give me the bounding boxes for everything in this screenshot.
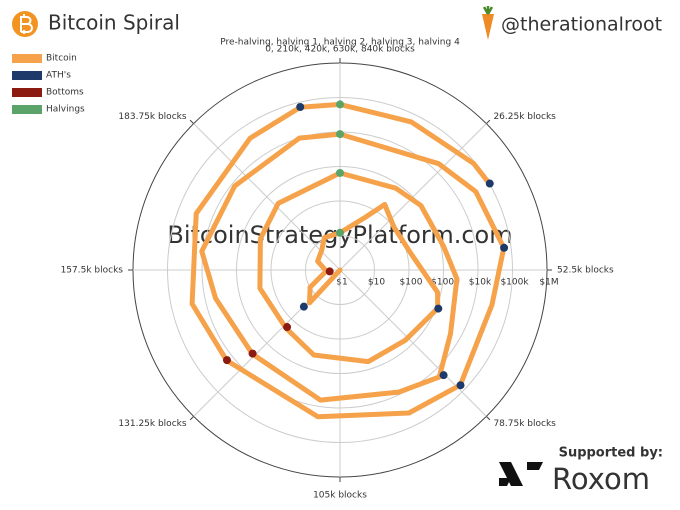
angle-tick-label: 131.25k blocks bbox=[118, 419, 186, 429]
r-tick-label: $1M bbox=[539, 278, 558, 288]
point bbox=[434, 304, 443, 313]
legend-swatch bbox=[12, 54, 42, 63]
r-tick-label: $100k bbox=[500, 278, 529, 288]
bitcoin-logo-mark bbox=[20, 14, 33, 34]
point bbox=[222, 356, 231, 365]
sponsor: Roxom bbox=[552, 462, 650, 496]
point bbox=[500, 243, 509, 252]
roxom-mark bbox=[499, 462, 543, 486]
angle-tick-label: 105k blocks bbox=[313, 491, 367, 501]
point bbox=[336, 228, 344, 237]
angle-tick-label: 0, 210k, 420k, 630k, 840k blocks bbox=[265, 45, 415, 55]
grid-spoke bbox=[339, 123, 487, 271]
r-tick-label: $1 bbox=[336, 278, 347, 288]
legend-label: Bitcoin bbox=[46, 54, 77, 64]
angle-tick-label: 78.75k blocks bbox=[493, 419, 556, 429]
r-tick-label: $10 bbox=[368, 278, 385, 288]
carrot-icon bbox=[482, 14, 494, 40]
point bbox=[283, 323, 292, 332]
point bbox=[299, 302, 308, 311]
legend-label: Bottoms bbox=[46, 88, 84, 98]
handle: @therationalroot bbox=[501, 14, 662, 36]
angle-tick bbox=[486, 416, 491, 421]
legend-label: Halvings bbox=[46, 105, 85, 115]
angle-tick bbox=[486, 119, 491, 124]
angle-tick bbox=[189, 416, 194, 421]
point bbox=[456, 381, 465, 390]
supported-by: Supported by: bbox=[559, 446, 663, 461]
point bbox=[248, 349, 257, 358]
angle-tick-label: 26.25k blocks bbox=[493, 112, 556, 122]
point bbox=[336, 130, 344, 139]
r-tick-label: $1000 bbox=[431, 278, 460, 288]
legend-swatch bbox=[12, 88, 42, 97]
legend-swatch bbox=[12, 105, 42, 114]
r-tick-label: $100 bbox=[400, 278, 423, 288]
grid-spoke bbox=[339, 269, 487, 417]
angle-tick bbox=[189, 119, 194, 124]
angle-title: Pre-halving, halving 1, halving 2, halvi… bbox=[220, 38, 460, 48]
legend-swatch bbox=[12, 71, 42, 80]
roxom-logo bbox=[499, 462, 543, 486]
angle-tick-label: 183.75k blocks bbox=[118, 112, 186, 122]
point bbox=[439, 371, 448, 380]
chart-title: Bitcoin Spiral bbox=[48, 11, 180, 35]
plot-area: $1 $10 $100 $1000 $10k $100k $1M 0, 210k, 420k,… bbox=[61, 38, 614, 501]
point bbox=[336, 168, 344, 177]
point bbox=[325, 267, 334, 276]
legend-label: ATH's bbox=[46, 71, 71, 81]
point bbox=[336, 100, 344, 109]
grid-spoke bbox=[193, 123, 341, 271]
point bbox=[485, 179, 494, 188]
r-tick-label: $10k bbox=[469, 278, 492, 288]
angle-tick-label: 52.5k blocks bbox=[557, 266, 614, 276]
angle-tick-label: 157.5k blocks bbox=[61, 266, 124, 276]
price-line bbox=[189, 101, 507, 420]
carrot-leaves bbox=[482, 6, 494, 15]
point bbox=[296, 102, 305, 111]
